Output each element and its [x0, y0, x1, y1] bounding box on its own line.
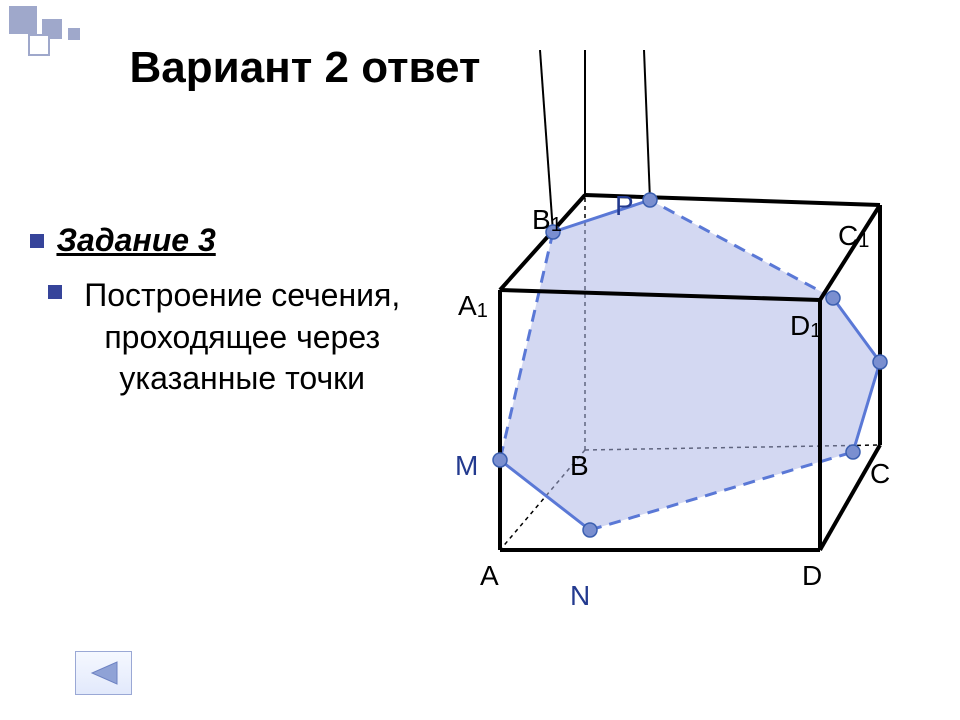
slide-title: Вариант 2 ответ [125, 45, 485, 91]
cube-section-diagram [440, 50, 940, 610]
triangle-left-icon [89, 660, 119, 686]
vertex-label: A1 [458, 290, 488, 323]
vertex-label: C [870, 458, 890, 490]
vertex-label: C1 [838, 220, 869, 253]
vertex-label: A [480, 560, 499, 592]
subtitle-row: Задание 3 [30, 222, 440, 259]
vertex-label: M [455, 450, 478, 482]
vertex-label: B [570, 450, 589, 482]
bullet-icon [48, 285, 62, 299]
vertex-label: B1 [532, 204, 562, 237]
prev-slide-button[interactable] [75, 651, 132, 695]
body-row: Построение сечения, проходящее через ука… [20, 275, 440, 400]
vertex-label: D1 [790, 310, 821, 343]
subtitle-text: Задание 3 [56, 222, 215, 259]
vertex-label: N [570, 580, 590, 612]
body-text: Построение сечения, проходящее через ука… [72, 275, 412, 400]
bullet-icon [30, 234, 44, 248]
vertex-label: D [802, 560, 822, 592]
vertex-label: P [615, 190, 634, 222]
corner-decoration [0, 0, 120, 60]
